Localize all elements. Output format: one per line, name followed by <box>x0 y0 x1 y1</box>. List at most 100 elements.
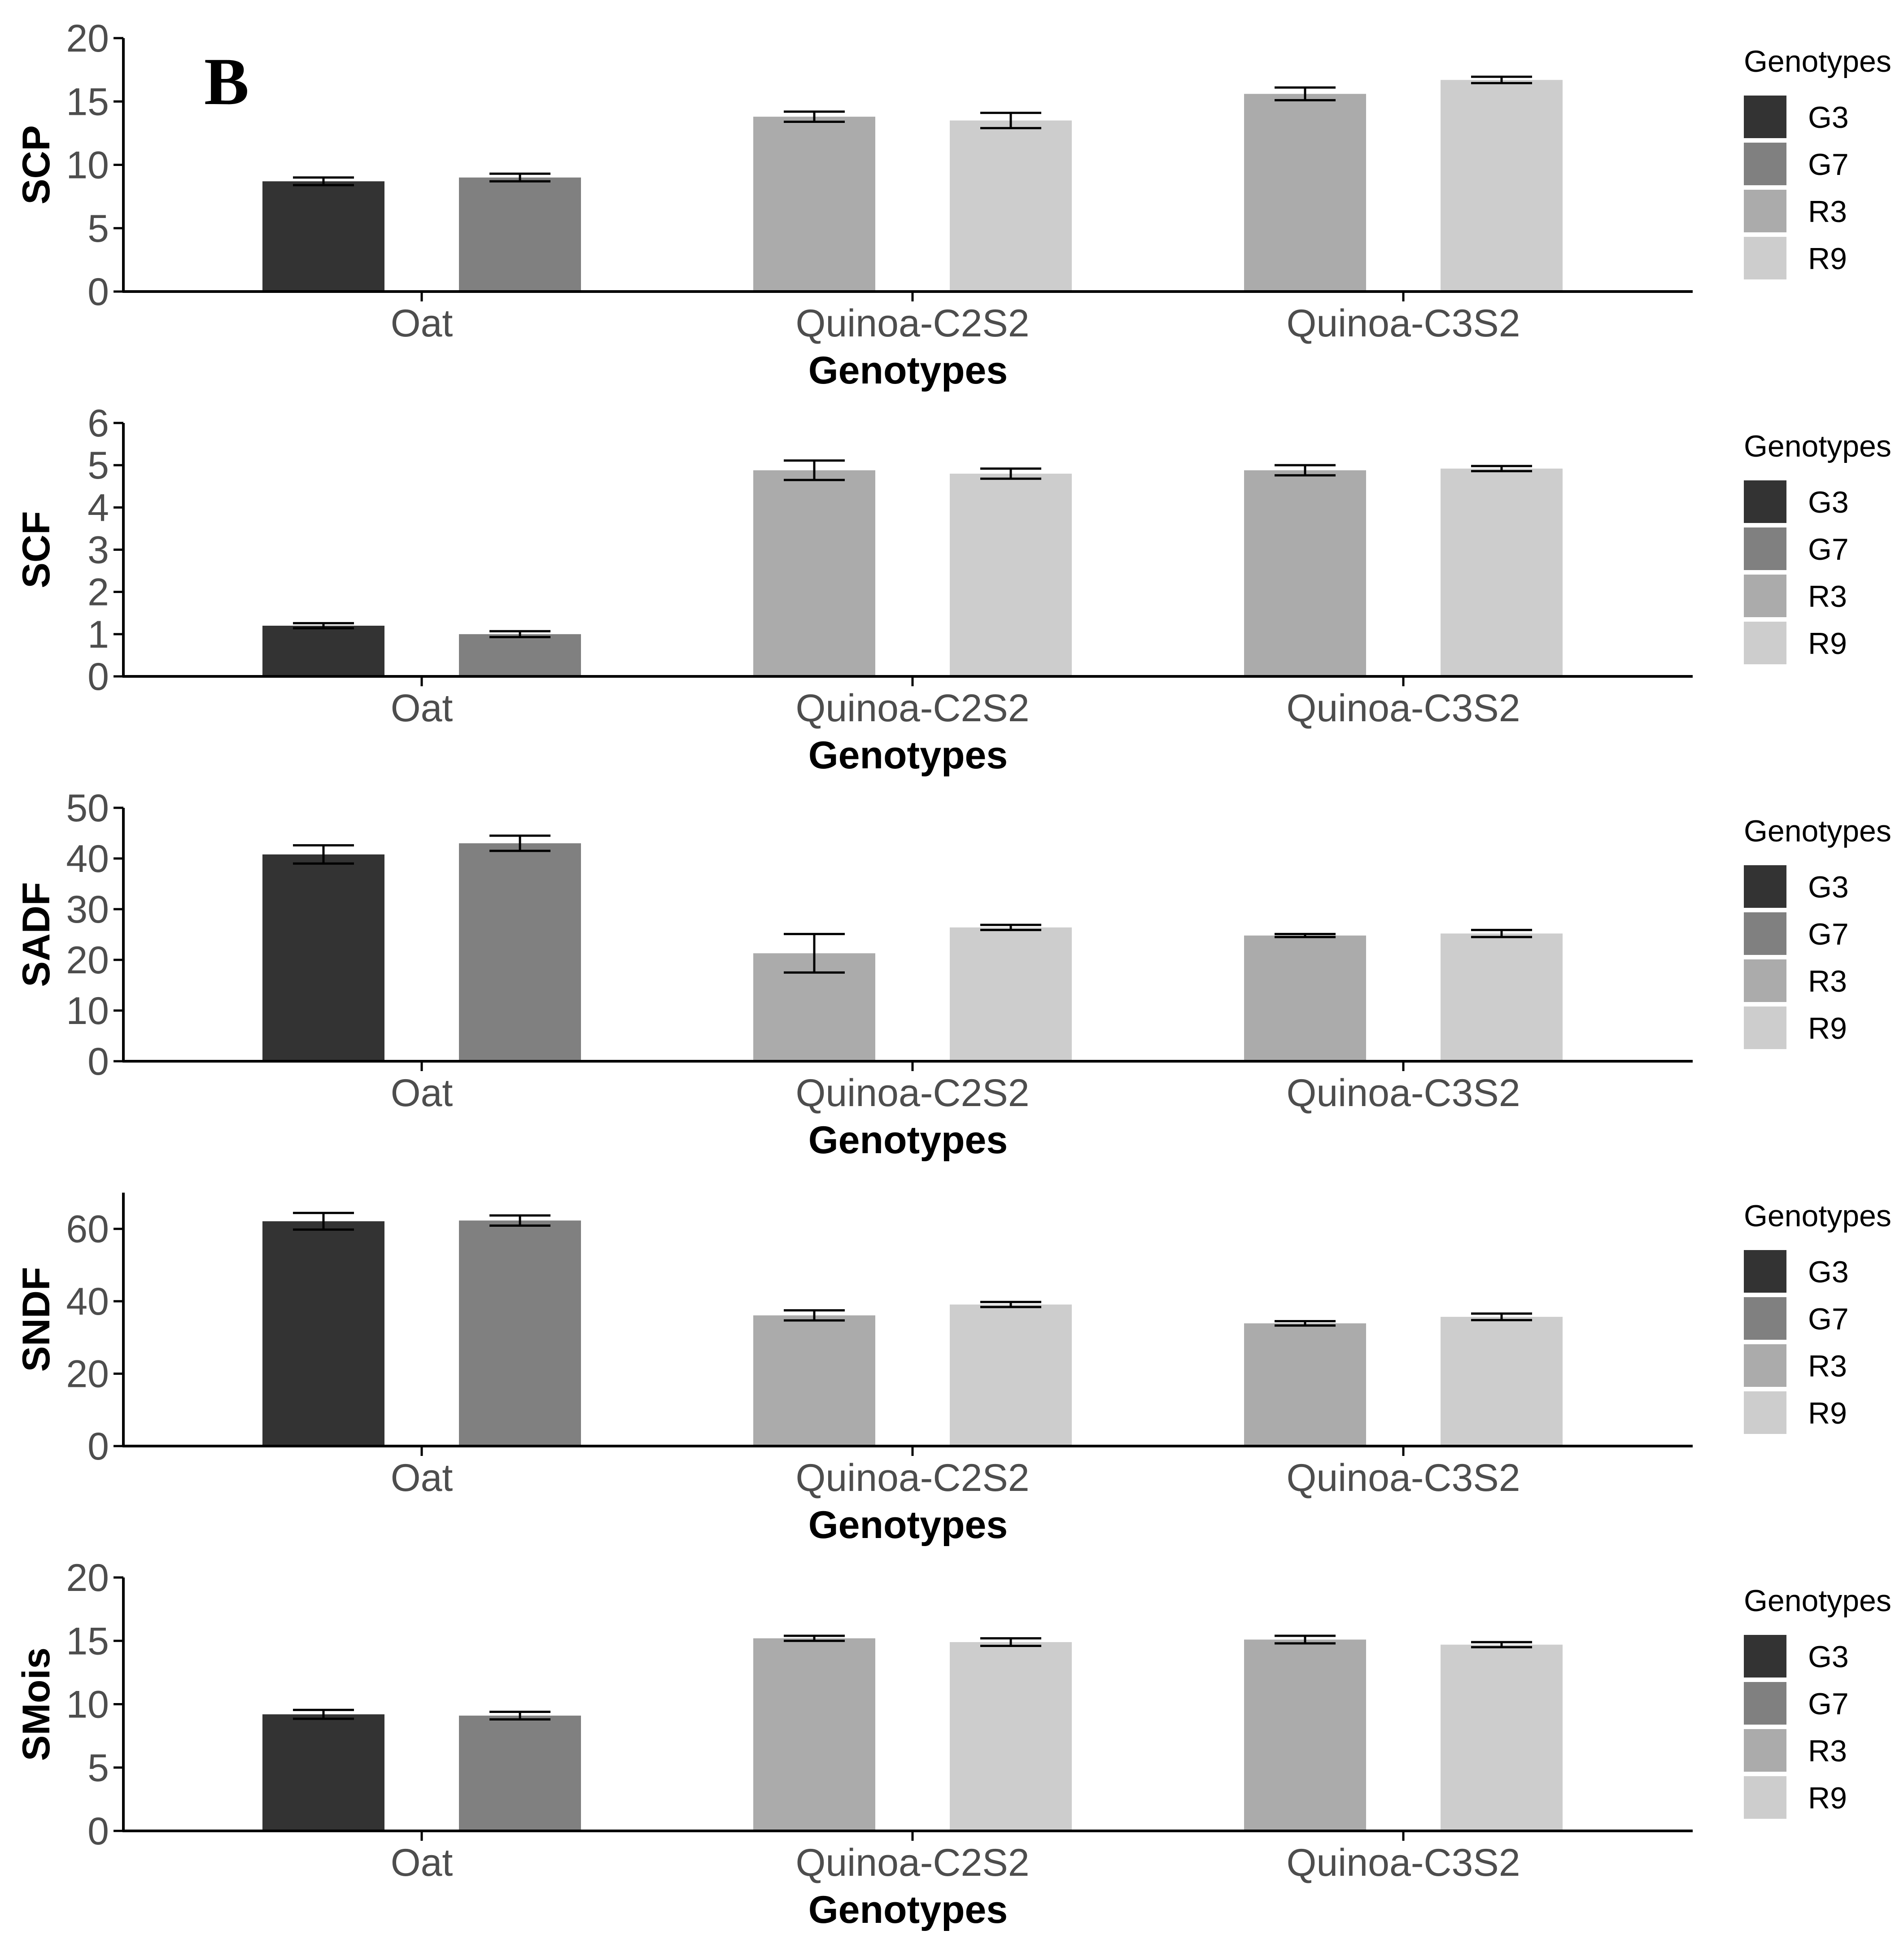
legend-swatch-g3 <box>1744 1635 1786 1678</box>
error-bar-quinoa-c2s2-r3 <box>784 932 845 974</box>
bar-quinoa-c2s2-r9 <box>950 927 1072 1061</box>
y-tick-label: 1 <box>87 613 109 656</box>
legend-swatch-r3 <box>1744 959 1786 1002</box>
bar-quinoa-c3s2-r9 <box>1441 80 1563 292</box>
legend-swatch-g3 <box>1744 96 1786 138</box>
x-axis-title: Genotypes <box>808 1888 1008 1931</box>
y-tick-label: 0 <box>87 1425 109 1468</box>
legend: Genotypes G3 G7 R3 R9 <box>1744 44 1891 279</box>
bar-oat-g3 <box>262 626 384 676</box>
error-bar-oat-g7 <box>489 1710 550 1721</box>
bar-quinoa-c2s2-r3 <box>753 470 875 676</box>
y-tick-label: 10 <box>66 144 109 187</box>
bar-quinoa-c2s2-r3 <box>753 117 875 292</box>
error-bar-oat-g3 <box>293 844 354 865</box>
legend-title: Genotypes <box>1744 1584 1891 1618</box>
error-bar-quinoa-c3s2-r9 <box>1471 1312 1532 1321</box>
legend-title: Genotypes <box>1744 429 1891 463</box>
legend-swatch-r9 <box>1744 1776 1786 1819</box>
x-tick-label-oat: Oat <box>391 1841 453 1884</box>
legend-swatch-r9 <box>1744 1007 1786 1049</box>
legend-label-r9: R9 <box>1808 242 1847 276</box>
bar-oat-g3 <box>262 1221 384 1446</box>
y-tick-label: 30 <box>66 888 109 931</box>
error-bar-oat-g7 <box>489 172 550 183</box>
legend-label-g7: G7 <box>1808 148 1849 182</box>
legend: Genotypes G3 G7 R3 R9 <box>1744 1584 1891 1819</box>
legend-label-g3: G3 <box>1808 485 1849 519</box>
y-axis-title: SCF <box>15 511 58 588</box>
bar-oat-g7 <box>459 177 581 292</box>
legend: Genotypes G3 G7 R3 R9 <box>1744 814 1891 1049</box>
legend-label-g7: G7 <box>1808 532 1849 566</box>
y-tick-label: 3 <box>87 529 109 572</box>
x-tick-label-quinoa-c2s2: Quinoa-C2S2 <box>795 302 1029 345</box>
x-axis-title: Genotypes <box>808 349 1008 392</box>
error-bar-oat-g7 <box>489 834 550 852</box>
bar-quinoa-c2s2-r3 <box>753 1315 875 1446</box>
error-bar-quinoa-c3s2-r9 <box>1471 75 1532 84</box>
y-tick-label: 60 <box>66 1208 109 1251</box>
legend-swatch-r3 <box>1744 190 1786 232</box>
legend-swatch-g7 <box>1744 143 1786 185</box>
y-tick-label: 15 <box>66 1620 109 1663</box>
error-bar-oat-g7 <box>489 1214 550 1227</box>
bar-quinoa-c3s2-r3 <box>1244 935 1366 1061</box>
y-tick-label: 5 <box>87 444 109 487</box>
error-bar-oat-g3 <box>293 1708 354 1720</box>
y-tick-label: 0 <box>87 655 109 698</box>
chart-panel-scp: 0 5 10 15 20 Oat Quinoa-C2S2 Quinoa-C3S2 Genotyp… <box>15 17 1891 392</box>
x-axis-title: Genotypes <box>808 1503 1008 1547</box>
legend-swatch-r3 <box>1744 575 1786 617</box>
error-bar-quinoa-c3s2-r9 <box>1471 928 1532 938</box>
legend-label-r3: R3 <box>1808 964 1847 998</box>
legend-swatch-r9 <box>1744 1391 1786 1434</box>
legend-swatch-g3 <box>1744 865 1786 908</box>
legend-swatch-r9 <box>1744 237 1786 279</box>
y-tick-label: 0 <box>87 270 109 314</box>
bar-oat-g7 <box>459 1715 581 1831</box>
x-tick-label-oat: Oat <box>391 1456 453 1499</box>
error-bar-quinoa-c3s2-r9 <box>1471 465 1532 472</box>
y-tick-label: 20 <box>66 939 109 982</box>
x-axis-title: Genotypes <box>808 1119 1008 1162</box>
legend: Genotypes G3 G7 R3 R9 <box>1744 1199 1891 1434</box>
bar-oat-g3 <box>262 1714 384 1831</box>
legend-label-r9: R9 <box>1808 1396 1847 1430</box>
error-bar-quinoa-c2s2-r9 <box>980 1301 1041 1308</box>
bar-quinoa-c3s2-r9 <box>1441 468 1563 676</box>
bar-quinoa-c3s2-r9 <box>1441 1644 1563 1831</box>
chart-panel-sndf: 0 20 40 60 Oat Quinoa-C2S2 Quinoa-C3S2 Genotype… <box>15 1193 1891 1547</box>
x-tick-label-oat: Oat <box>391 687 453 730</box>
y-tick-label: 0 <box>87 1040 109 1083</box>
bar-quinoa-c3s2-r9 <box>1441 933 1563 1061</box>
legend-swatch-g3 <box>1744 480 1786 523</box>
bar-quinoa-c3s2-r3 <box>1244 470 1366 676</box>
legend-swatch-g7 <box>1744 1297 1786 1340</box>
error-bar-quinoa-c3s2-r3 <box>1275 86 1336 101</box>
bar-quinoa-c3s2-r9 <box>1441 1316 1563 1446</box>
panel-letter: B <box>204 44 249 119</box>
x-tick-label-oat: Oat <box>391 302 453 345</box>
y-tick-label: 5 <box>87 1747 109 1790</box>
x-tick-label-quinoa-c3s2: Quinoa-C3S2 <box>1286 1841 1520 1884</box>
error-bar-oat-g3 <box>293 176 354 187</box>
legend-title: Genotypes <box>1744 1199 1891 1233</box>
legend-label-r3: R3 <box>1808 195 1847 229</box>
bar-oat-g7 <box>459 1220 581 1446</box>
bar-quinoa-c3s2-r3 <box>1244 1323 1366 1446</box>
legend-swatch-r3 <box>1744 1344 1786 1387</box>
legend-label-r9: R9 <box>1808 1011 1847 1046</box>
x-tick-label-quinoa-c2s2: Quinoa-C2S2 <box>795 1841 1029 1884</box>
error-bar-quinoa-c3s2-r3 <box>1275 1320 1336 1327</box>
y-axis-title: SCP <box>15 125 58 205</box>
legend-label-r3: R3 <box>1808 580 1847 614</box>
bar-oat-g3 <box>262 854 384 1061</box>
error-bar-oat-g3 <box>293 622 354 630</box>
legend-title: Genotypes <box>1744 44 1891 78</box>
legend-label-r9: R9 <box>1808 627 1847 661</box>
bar-quinoa-c2s2-r9 <box>950 1304 1072 1446</box>
x-axis-title: Genotypes <box>808 734 1008 777</box>
legend-label-g7: G7 <box>1808 917 1849 951</box>
